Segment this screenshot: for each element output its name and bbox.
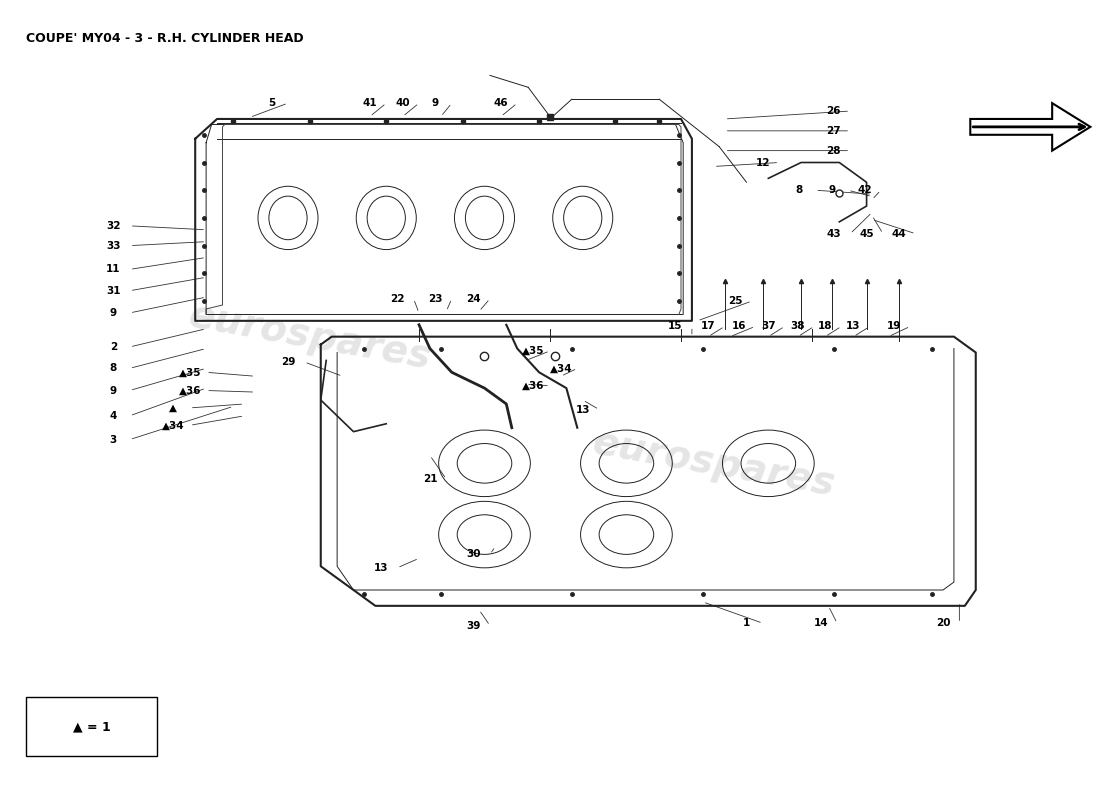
- Text: ▲36: ▲36: [522, 381, 544, 390]
- Text: 1: 1: [742, 618, 750, 628]
- Text: 9: 9: [110, 308, 117, 318]
- Text: eurospares: eurospares: [186, 297, 434, 377]
- Text: 9: 9: [828, 186, 835, 195]
- Text: 15: 15: [669, 322, 683, 331]
- Text: 29: 29: [280, 357, 295, 367]
- FancyBboxPatch shape: [26, 697, 157, 756]
- Text: 17: 17: [701, 322, 716, 331]
- Text: 22: 22: [389, 294, 405, 304]
- Text: 30: 30: [466, 550, 481, 559]
- Text: ▲ = 1: ▲ = 1: [73, 720, 110, 733]
- Text: 5: 5: [268, 98, 275, 108]
- Text: 20: 20: [936, 618, 950, 628]
- Text: 43: 43: [826, 229, 842, 238]
- Text: 9: 9: [432, 98, 439, 108]
- Text: 33: 33: [106, 241, 121, 250]
- Text: ▲34: ▲34: [162, 420, 185, 430]
- Text: 25: 25: [728, 296, 743, 306]
- Text: 14: 14: [813, 618, 828, 628]
- Text: 13: 13: [374, 563, 388, 573]
- Text: 13: 13: [575, 405, 590, 414]
- Text: eurospares: eurospares: [590, 423, 838, 503]
- Text: ▲34: ▲34: [550, 363, 572, 374]
- Text: 45: 45: [859, 229, 873, 238]
- Text: 9: 9: [110, 386, 117, 395]
- Text: 27: 27: [826, 126, 842, 136]
- Text: 12: 12: [756, 158, 770, 167]
- Text: 19: 19: [887, 322, 901, 331]
- Text: 39: 39: [466, 621, 481, 630]
- Text: 28: 28: [826, 146, 842, 156]
- Text: ▲35: ▲35: [178, 367, 201, 378]
- Text: 8: 8: [110, 363, 117, 374]
- Text: ▲36: ▲36: [178, 386, 201, 395]
- Text: COUPE' MY04 - 3 - R.H. CYLINDER HEAD: COUPE' MY04 - 3 - R.H. CYLINDER HEAD: [26, 32, 304, 45]
- Text: 41: 41: [363, 98, 377, 108]
- Text: ▲35: ▲35: [522, 346, 544, 356]
- Text: 32: 32: [106, 221, 121, 231]
- Text: 46: 46: [494, 98, 508, 108]
- Text: ▲: ▲: [169, 403, 177, 413]
- Text: 8: 8: [795, 186, 803, 195]
- Text: 31: 31: [106, 286, 121, 296]
- Text: 11: 11: [106, 264, 121, 274]
- Text: 23: 23: [428, 294, 442, 304]
- Text: 18: 18: [817, 322, 833, 331]
- Text: 26: 26: [826, 106, 842, 116]
- Text: 40: 40: [395, 98, 410, 108]
- Polygon shape: [970, 103, 1090, 150]
- Text: 13: 13: [846, 322, 860, 331]
- Text: 42: 42: [857, 186, 871, 195]
- Text: 44: 44: [892, 229, 906, 238]
- Text: 16: 16: [732, 322, 746, 331]
- Text: 24: 24: [466, 294, 481, 304]
- Text: 3: 3: [110, 434, 117, 445]
- Text: 2: 2: [110, 342, 117, 352]
- Text: 21: 21: [422, 474, 437, 484]
- Text: 37: 37: [761, 322, 776, 331]
- Text: 4: 4: [110, 411, 117, 421]
- Text: 38: 38: [791, 322, 805, 331]
